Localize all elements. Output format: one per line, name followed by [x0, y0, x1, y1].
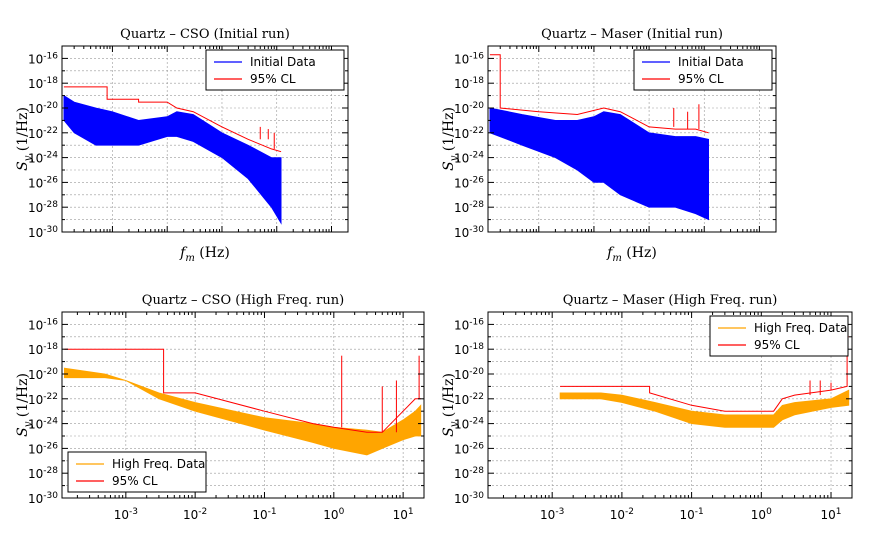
legend: Initial Data 95% CL [633, 49, 773, 91]
y-tick-label: 10-30 [454, 491, 484, 506]
plot-data [559, 336, 850, 428]
legend-box [633, 49, 773, 91]
x-tick-label: 100 [323, 507, 344, 522]
legend-label: High Freq. Data [754, 321, 847, 335]
y-tick-label: 10-16 [28, 317, 58, 332]
x-tick-label: 10-3 [540, 507, 564, 522]
legend: High Freq. Data 95% CL [67, 451, 207, 493]
series-2-line [560, 336, 849, 412]
y-tick-label: 10-30 [28, 491, 58, 506]
y-tick-label: 10-26 [454, 441, 484, 456]
series-1-band [64, 367, 422, 456]
y-tick-label: 10-20 [28, 367, 58, 382]
chart-panel-4: 10-30 10-28 10-26 10-24 10-22 10-20 10-18 10-16… [441, 293, 853, 522]
chart-title: Quartz – CSO (Initial run) [120, 27, 290, 42]
x-tick-label: 10-2 [183, 507, 207, 522]
y-tick-label: 10-18 [28, 76, 58, 91]
x-tick-label: 10-1 [252, 507, 276, 522]
y-tick-label: 10-30 [454, 225, 484, 240]
y-tick-label: 10-30 [28, 225, 58, 240]
plot-frame [487, 311, 853, 499]
y-tick-label: 10-24 [28, 151, 58, 166]
y-tick-label: 10-16 [454, 51, 484, 66]
x-tick-label: 101 [821, 507, 842, 522]
y-tick-label: 10-28 [28, 466, 58, 481]
x-tick-label: 10-3 [114, 507, 138, 522]
x-tick-label: 100 [751, 507, 772, 522]
y-tick-label: 10-18 [28, 342, 58, 357]
legend-label: Initial Data [678, 55, 744, 69]
series-2-line [489, 54, 709, 134]
y-tick-label: 10-18 [454, 76, 484, 91]
legend-box [709, 315, 849, 357]
y-axis-label: Sy (1/Hz) [441, 107, 460, 171]
y-axis-label: Sy (1/Hz) [441, 373, 460, 437]
y-tick-label: 10-16 [454, 317, 484, 332]
y-tick-label: 10-26 [28, 441, 58, 456]
y-axis-label: Sy (1/Hz) [15, 107, 34, 171]
x-axis-label: fm (Hz) [179, 245, 230, 264]
legend-label: High Freq. Data [112, 457, 205, 471]
series-1-band [489, 107, 709, 221]
legend-label: 95% CL [112, 474, 158, 488]
plot-frame [61, 311, 425, 499]
chart-title: Quartz – CSO (High Freq. run) [142, 293, 344, 308]
y-tick-label: 10-20 [454, 367, 484, 382]
legend-label: 95% CL [678, 72, 724, 86]
y-tick-label: 10-26 [28, 175, 58, 190]
series-1-band [63, 94, 282, 225]
legend: High Freq. Data 95% CL [709, 315, 849, 357]
legend-label: 95% CL [754, 338, 800, 352]
y-tick-label: 10-28 [454, 466, 484, 481]
y-tick-label: 10-18 [454, 342, 484, 357]
x-tick-label: 10-1 [679, 507, 703, 522]
y-tick-label: 10-16 [28, 51, 58, 66]
y-tick-label: 10-24 [28, 417, 58, 432]
y-tick-label: 10-26 [454, 175, 484, 190]
legend-label: 95% CL [250, 72, 296, 86]
legend-box [205, 49, 345, 91]
plot-data [489, 54, 709, 221]
y-tick-label: 10-28 [454, 200, 484, 215]
chart-title: Quartz – Maser (High Freq. run) [563, 293, 778, 308]
y-tick-label: 10-22 [28, 126, 58, 141]
series-1-band [559, 389, 850, 428]
plot-data [64, 348, 422, 456]
x-tick-label: 101 [393, 507, 414, 522]
x-tick-label: 10-2 [610, 507, 634, 522]
series-2-line [64, 348, 421, 433]
legend: Initial Data 95% CL [205, 49, 345, 91]
legend-box [67, 451, 207, 493]
chart-panel-2: 10-30 10-28 10-26 10-24 10-22 10-20 10-18 10-16… [441, 27, 777, 264]
chart-title: Quartz – Maser (Initial run) [541, 27, 723, 42]
chart-panel-3: 10-30 10-28 10-26 10-24 10-22 10-20 10-18 10-16… [15, 293, 425, 522]
x-axis-label: fm (Hz) [606, 245, 657, 264]
y-tick-label: 10-24 [454, 151, 484, 166]
y-tick-label: 10-22 [454, 392, 484, 407]
chart-panel-1: 10-30 10-28 10-26 10-24 10-22 10-20 10-18 10-16… [15, 27, 349, 264]
y-tick-label: 10-20 [454, 101, 484, 116]
y-tick-label: 10-28 [28, 200, 58, 215]
y-axis-label: Sy (1/Hz) [15, 373, 34, 437]
plot-data [63, 86, 282, 225]
legend-label: Initial Data [250, 55, 316, 69]
y-tick-label: 10-20 [28, 101, 58, 116]
series-2-line [63, 86, 282, 153]
y-tick-label: 10-22 [454, 126, 484, 141]
y-tick-label: 10-24 [454, 417, 484, 432]
y-tick-label: 10-22 [28, 392, 58, 407]
